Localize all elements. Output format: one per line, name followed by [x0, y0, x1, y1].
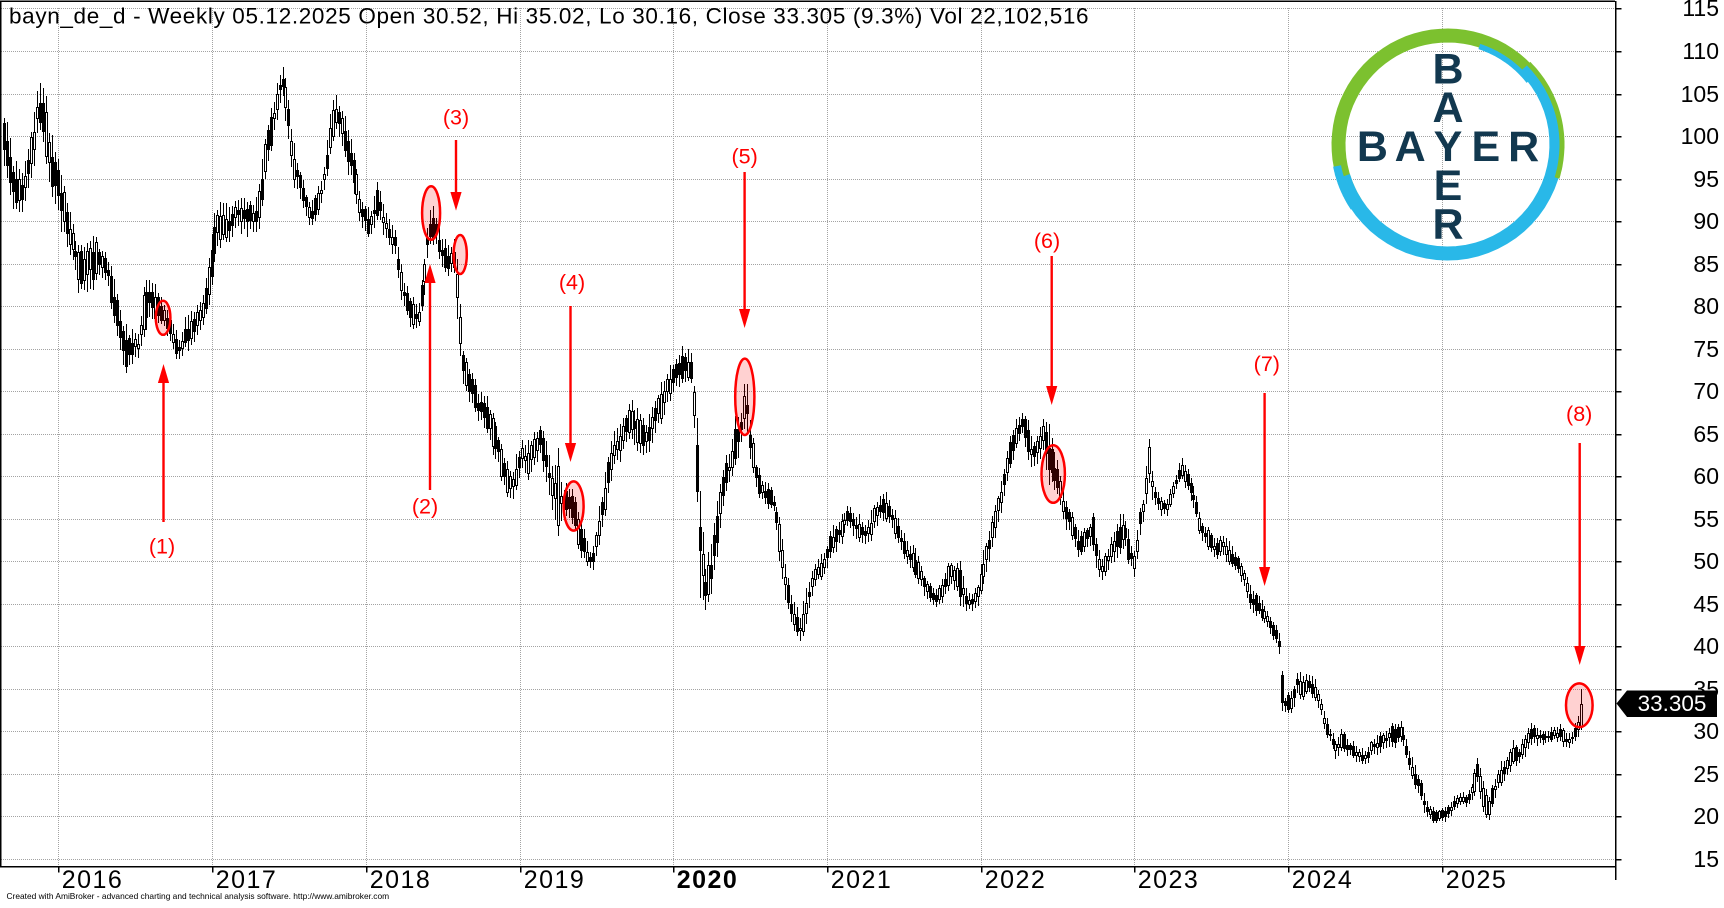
svg-text:25: 25: [1693, 761, 1719, 787]
svg-text:70: 70: [1693, 378, 1719, 404]
svg-text:33.305: 33.305: [1638, 691, 1707, 716]
svg-text:2021: 2021: [831, 866, 893, 894]
svg-text:B: B: [1432, 45, 1463, 93]
svg-text:E: E: [1471, 123, 1500, 171]
svg-text:Created with AmiBroker - advan: Created with AmiBroker - advanced charti…: [7, 891, 390, 901]
svg-text:2022: 2022: [985, 866, 1047, 894]
svg-text:2020: 2020: [677, 866, 739, 894]
svg-text:55: 55: [1693, 506, 1719, 532]
svg-text:85: 85: [1693, 251, 1719, 277]
svg-text:(5): (5): [731, 145, 757, 169]
svg-text:2018: 2018: [370, 866, 432, 894]
svg-text:90: 90: [1693, 208, 1719, 234]
svg-text:(4): (4): [559, 271, 585, 295]
svg-text:2016: 2016: [62, 866, 124, 894]
svg-text:bayn_de_d - Weekly 05.12.2025: bayn_de_d - Weekly 05.12.2025 Open 30.52…: [9, 4, 1089, 29]
svg-text:110: 110: [1682, 38, 1719, 64]
svg-text:40: 40: [1693, 633, 1719, 659]
svg-text:(1): (1): [149, 535, 175, 559]
svg-text:(3): (3): [443, 106, 469, 130]
svg-text:R: R: [1432, 201, 1463, 249]
svg-text:E: E: [1434, 162, 1463, 210]
svg-text:100: 100: [1681, 123, 1719, 149]
svg-text:(7): (7): [1254, 352, 1280, 376]
svg-text:80: 80: [1693, 293, 1719, 319]
svg-text:A: A: [1395, 123, 1426, 171]
svg-text:R: R: [1508, 123, 1539, 171]
svg-text:75: 75: [1693, 336, 1719, 362]
svg-text:60: 60: [1693, 463, 1719, 489]
svg-text:2019: 2019: [524, 866, 586, 894]
svg-text:(6): (6): [1034, 229, 1060, 253]
svg-text:B: B: [1357, 123, 1388, 171]
svg-text:65: 65: [1693, 421, 1719, 447]
svg-text:30: 30: [1693, 718, 1719, 744]
svg-text:50: 50: [1693, 548, 1719, 574]
svg-text:105: 105: [1681, 81, 1719, 107]
svg-text:20: 20: [1693, 803, 1719, 829]
svg-text:95: 95: [1693, 166, 1719, 192]
svg-text:115: 115: [1682, 0, 1719, 21]
svg-text:15: 15: [1693, 846, 1719, 872]
svg-text:2023: 2023: [1138, 866, 1200, 894]
svg-text:A: A: [1432, 84, 1463, 132]
svg-text:2025: 2025: [1446, 866, 1508, 894]
svg-text:(8): (8): [1566, 402, 1592, 426]
svg-text:Y: Y: [1434, 123, 1463, 171]
svg-text:2024: 2024: [1292, 866, 1354, 894]
svg-text:(2): (2): [412, 495, 438, 519]
svg-text:2017: 2017: [216, 866, 278, 894]
svg-text:45: 45: [1693, 591, 1719, 617]
